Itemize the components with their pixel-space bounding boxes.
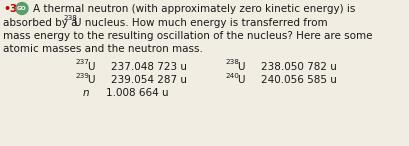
- Text: mass energy to the resulting oscillation of the nucleus? Here are some: mass energy to the resulting oscillation…: [3, 31, 373, 41]
- Text: 238: 238: [63, 15, 77, 21]
- Text: U: U: [238, 75, 245, 85]
- Text: 238: 238: [225, 60, 239, 66]
- Text: n: n: [83, 88, 90, 98]
- Text: 237.048 723 u: 237.048 723 u: [110, 62, 187, 72]
- Text: 240.056 585 u: 240.056 585 u: [261, 75, 337, 85]
- Text: 240: 240: [225, 73, 239, 79]
- Text: absorbed by a: absorbed by a: [3, 18, 81, 27]
- Circle shape: [16, 2, 28, 14]
- Text: A thermal neutron (with approximately zero kinetic energy) is: A thermal neutron (with approximately ze…: [33, 4, 355, 14]
- Text: U: U: [88, 75, 95, 85]
- Text: 239: 239: [75, 73, 89, 79]
- Text: 239.054 287 u: 239.054 287 u: [110, 75, 187, 85]
- Text: U: U: [238, 62, 245, 72]
- Text: U: U: [88, 62, 95, 72]
- Text: 237: 237: [75, 60, 89, 66]
- Text: •: •: [3, 4, 10, 14]
- Text: 1.008 664 u: 1.008 664 u: [106, 88, 169, 98]
- Text: 3: 3: [9, 4, 16, 14]
- Text: GO: GO: [17, 6, 27, 11]
- Text: U nucleus. How much energy is transferred from: U nucleus. How much energy is transferre…: [74, 18, 328, 27]
- Text: 238.050 782 u: 238.050 782 u: [261, 62, 337, 72]
- Text: atomic masses and the neutron mass.: atomic masses and the neutron mass.: [3, 45, 203, 54]
